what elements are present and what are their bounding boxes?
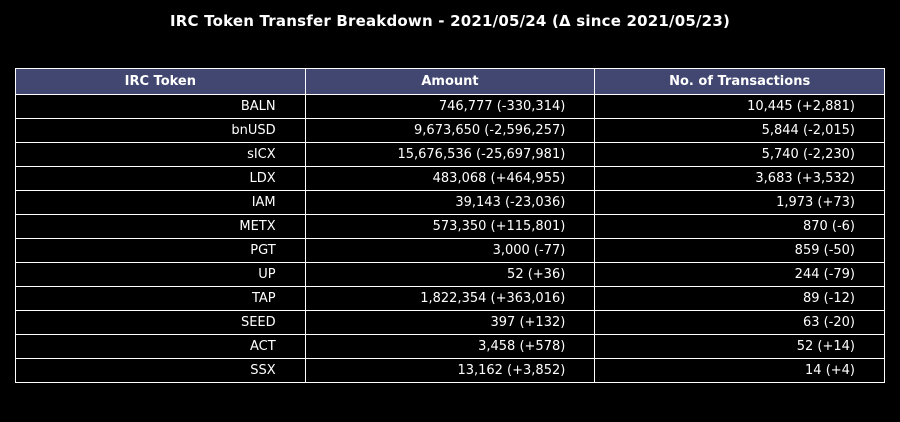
cell-token: PGT	[15, 238, 306, 263]
table-row: TAP 1,822,354 (+363,016) 89 (-12)	[15, 286, 885, 311]
cell-transactions: 89 (-12)	[594, 286, 885, 311]
table-row: METX 573,350 (+115,801) 870 (-6)	[15, 214, 885, 239]
cell-amount: 39,143 (-23,036)	[304, 190, 596, 215]
cell-amount: 13,162 (+3,852)	[304, 358, 596, 383]
column-header-transactions: No. of Transactions	[594, 68, 885, 95]
cell-amount: 483,068 (+464,955)	[304, 166, 596, 191]
cell-token: ACT	[15, 334, 306, 359]
table-row: sICX 15,676,536 (-25,697,981) 5,740 (-2,23…	[15, 142, 885, 167]
cell-transactions: 63 (-20)	[594, 310, 885, 335]
cell-amount: 573,350 (+115,801)	[304, 214, 596, 239]
cell-token: IAM	[15, 190, 306, 215]
token-transfer-table: IRC Token Amount No. of Transactions BALN 7…	[15, 68, 885, 383]
cell-amount: 52 (+36)	[304, 262, 596, 287]
table-row: UP 52 (+36) 244 (-79)	[15, 262, 885, 287]
cell-token: UP	[15, 262, 306, 287]
table-row: SSX 13,162 (+3,852) 14 (+4)	[15, 358, 885, 383]
cell-transactions: 52 (+14)	[594, 334, 885, 359]
cell-token: bnUSD	[15, 118, 306, 143]
table-row: bnUSD 9,673,650 (-2,596,257) 5,844 (-2,015…	[15, 118, 885, 143]
cell-token: SSX	[15, 358, 306, 383]
cell-token: METX	[15, 214, 306, 239]
cell-token: BALN	[15, 94, 306, 119]
cell-transactions: 5,844 (-2,015)	[594, 118, 885, 143]
table-row: IAM 39,143 (-23,036) 1,973 (+73)	[15, 190, 885, 215]
cell-transactions: 870 (-6)	[594, 214, 885, 239]
cell-amount: 397 (+132)	[304, 310, 596, 335]
cell-transactions: 14 (+4)	[594, 358, 885, 383]
cell-token: TAP	[15, 286, 306, 311]
cell-transactions: 3,683 (+3,532)	[594, 166, 885, 191]
column-header-amount: Amount	[304, 68, 596, 95]
cell-amount: 15,676,536 (-25,697,981)	[304, 142, 596, 167]
table-row: ACT 3,458 (+578) 52 (+14)	[15, 334, 885, 359]
cell-transactions: 10,445 (+2,881)	[594, 94, 885, 119]
table-row: SEED 397 (+132) 63 (-20)	[15, 310, 885, 335]
cell-transactions: 859 (-50)	[594, 238, 885, 263]
table-row: PGT 3,000 (-77) 859 (-50)	[15, 238, 885, 263]
cell-amount: 3,000 (-77)	[304, 238, 596, 263]
cell-amount: 9,673,650 (-2,596,257)	[304, 118, 596, 143]
cell-token: SEED	[15, 310, 306, 335]
table-body: BALN 746,777 (-330,314) 10,445 (+2,881) bnU…	[15, 94, 885, 383]
cell-amount: 3,458 (+578)	[304, 334, 596, 359]
chart-title: IRC Token Transfer Breakdown - 2021/05/2…	[169, 12, 731, 30]
cell-amount: 1,822,354 (+363,016)	[304, 286, 596, 311]
cell-token: LDX	[15, 166, 306, 191]
table-header-row: IRC Token Amount No. of Transactions	[15, 68, 885, 95]
cell-amount: 746,777 (-330,314)	[304, 94, 596, 119]
table-row: LDX 483,068 (+464,955) 3,683 (+3,532)	[15, 166, 885, 191]
cell-transactions: 5,740 (-2,230)	[594, 142, 885, 167]
table-row: BALN 746,777 (-330,314) 10,445 (+2,881)	[15, 94, 885, 119]
cell-token: sICX	[15, 142, 306, 167]
cell-transactions: 244 (-79)	[594, 262, 885, 287]
column-header-token: IRC Token	[15, 68, 306, 95]
cell-transactions: 1,973 (+73)	[594, 190, 885, 215]
